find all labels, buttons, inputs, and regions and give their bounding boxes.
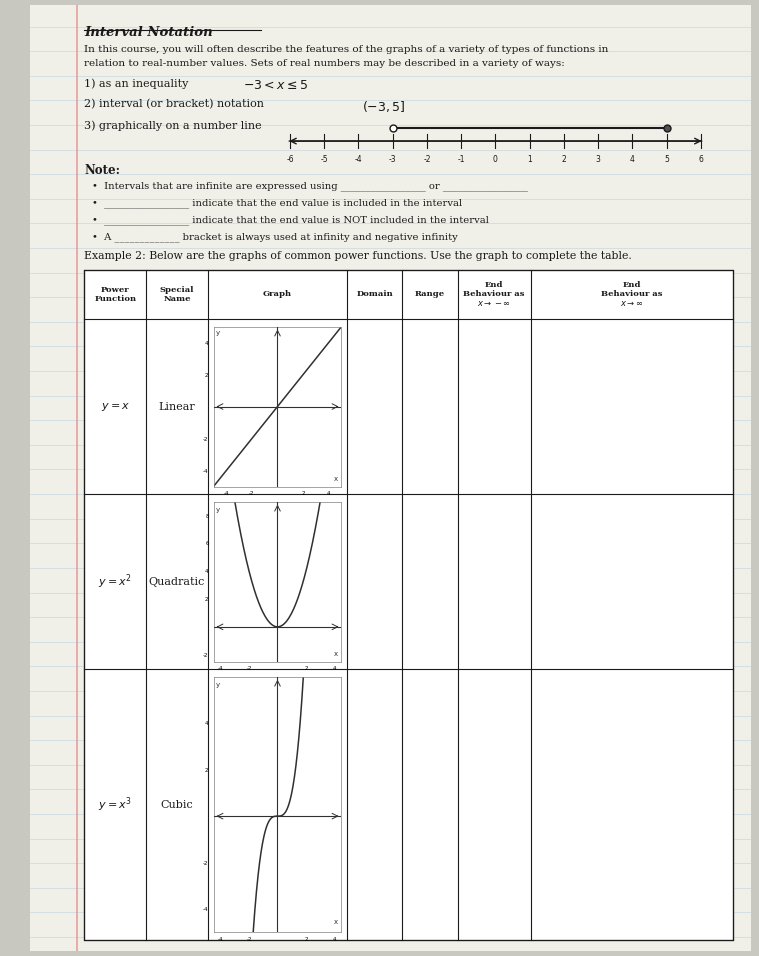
Text: •  _________________ indicate that the end value is NOT included in the interval: • _________________ indicate that the en…: [92, 215, 489, 225]
Text: Domain: Domain: [357, 291, 393, 298]
Text: Range: Range: [415, 291, 445, 298]
Text: $y = x^2$: $y = x^2$: [99, 573, 132, 591]
Text: y: y: [216, 330, 220, 336]
Text: -3: -3: [389, 155, 396, 164]
Text: relation to real-number values. Sets of real numbers may be described in a varie: relation to real-number values. Sets of …: [84, 58, 565, 68]
Text: Linear: Linear: [159, 402, 195, 411]
Text: $y = x$: $y = x$: [101, 401, 130, 413]
Text: 2) interval (or bracket) notation: 2) interval (or bracket) notation: [84, 99, 264, 110]
Text: -6: -6: [286, 155, 294, 164]
Text: y: y: [216, 683, 220, 688]
Text: 1: 1: [528, 155, 532, 164]
Text: In this course, you will often describe the features of the graphs of a variety : In this course, you will often describe …: [84, 45, 609, 54]
Text: Example 2: Below are the graphs of common power functions. Use the graph to comp: Example 2: Below are the graphs of commo…: [84, 250, 632, 261]
Text: $y = x^3$: $y = x^3$: [99, 795, 132, 814]
Text: Special
Name: Special Name: [159, 286, 194, 303]
Text: 4: 4: [630, 155, 635, 164]
Text: End
Behaviour as
$x \rightarrow \infty$: End Behaviour as $x \rightarrow \infty$: [601, 281, 663, 308]
Text: 0: 0: [493, 155, 498, 164]
Text: 1) as an inequality: 1) as an inequality: [84, 78, 189, 89]
Text: Quadratic: Quadratic: [149, 576, 205, 587]
Text: Graph: Graph: [263, 291, 292, 298]
Text: -2: -2: [424, 155, 430, 164]
Text: 6: 6: [698, 155, 704, 164]
Text: $(-3, 5]$: $(-3, 5]$: [362, 99, 405, 115]
Text: -5: -5: [320, 155, 328, 164]
Text: 5: 5: [664, 155, 669, 164]
Text: Cubic: Cubic: [161, 799, 194, 810]
Text: $-3 < x \leq 5$: $-3 < x \leq 5$: [243, 78, 308, 92]
Text: x: x: [334, 651, 339, 657]
Text: Interval Notation: Interval Notation: [84, 26, 213, 38]
Text: x: x: [334, 919, 339, 924]
Text: •  A _____________ bracket is always used at infinity and negative infinity: • A _____________ bracket is always used…: [92, 232, 458, 242]
Text: 3) graphically on a number line: 3) graphically on a number line: [84, 120, 262, 131]
Text: Note:: Note:: [84, 163, 121, 177]
Text: 3: 3: [596, 155, 600, 164]
Text: x: x: [334, 476, 339, 482]
Text: 2: 2: [562, 155, 566, 164]
Text: •  Intervals that are infinite are expressed using _________________ or ________: • Intervals that are infinite are expres…: [92, 181, 528, 190]
Bar: [84, 270, 733, 940]
Text: •  _________________ indicate that the end value is included in the interval: • _________________ indicate that the en…: [92, 198, 461, 207]
Text: -4: -4: [354, 155, 362, 164]
Text: y: y: [216, 507, 220, 512]
Text: -1: -1: [458, 155, 465, 164]
Text: End
Behaviour as
$x \rightarrow -\infty$: End Behaviour as $x \rightarrow -\infty$: [463, 281, 524, 308]
Text: Power
Function: Power Function: [94, 286, 137, 303]
